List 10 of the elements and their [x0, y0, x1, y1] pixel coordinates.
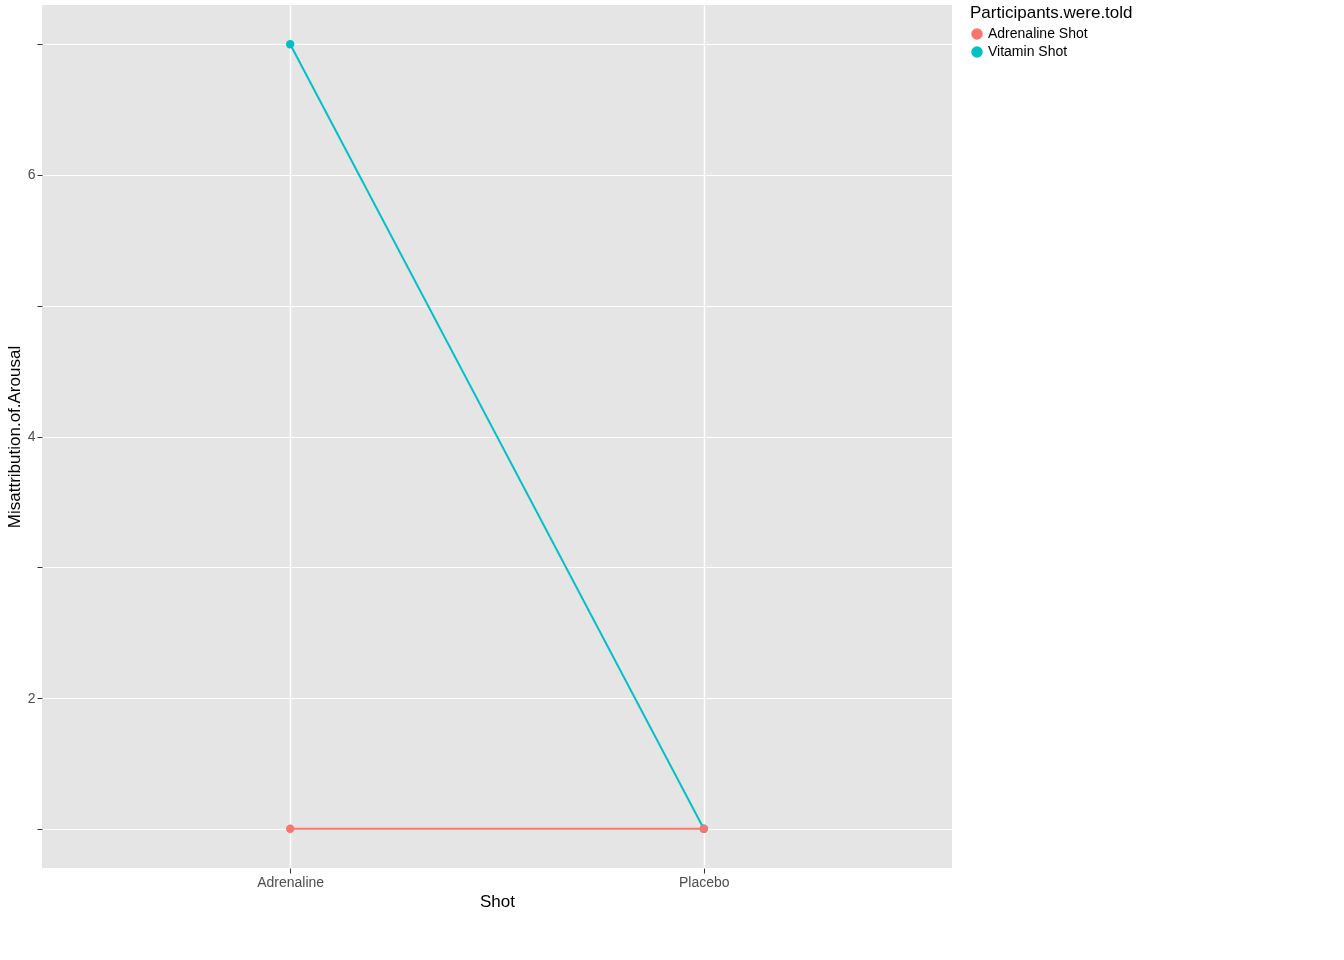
legend-label: Vitamin Shot — [988, 43, 1068, 59]
x-axis-title: Shot — [480, 891, 516, 911]
y-tick-label: 6 — [27, 166, 36, 183]
y-tick-label: 2 — [27, 689, 36, 706]
y-axis-title: Misattribution.of.Arousal — [4, 345, 24, 529]
x-tick-label: Placebo — [679, 873, 730, 890]
x-tick-label: Adrenaline — [257, 873, 325, 890]
legend-label: Adrenaline Shot — [988, 25, 1088, 41]
y-tick-label: 4 — [27, 428, 36, 444]
legend-title: Participants.were.told — [970, 3, 1133, 22]
